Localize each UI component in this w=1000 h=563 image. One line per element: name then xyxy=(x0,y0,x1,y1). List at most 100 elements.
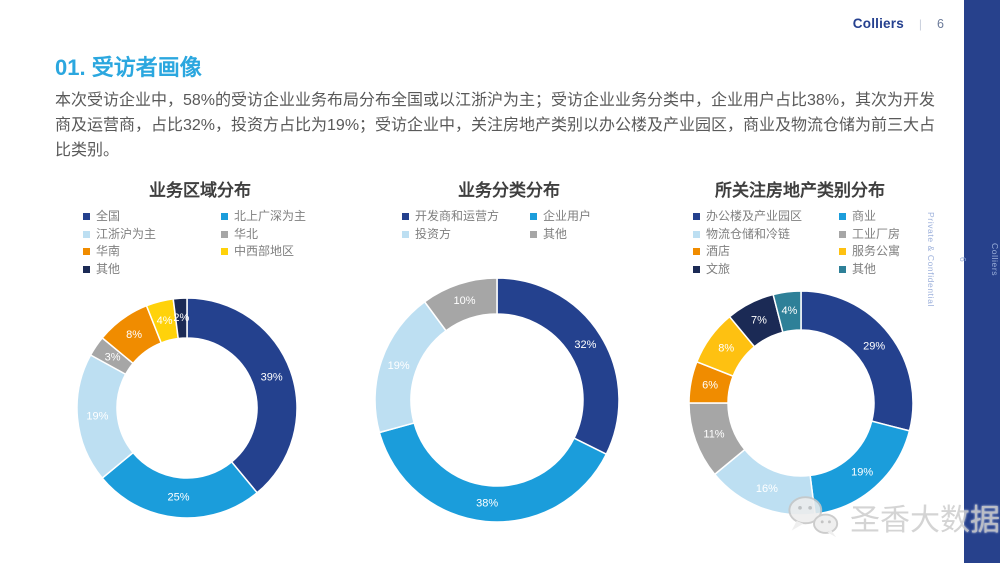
page-title: 01. 受访者画像 xyxy=(55,55,202,80)
donut-slice-label: 6% xyxy=(702,380,718,392)
donut-slice-label: 19% xyxy=(86,411,108,423)
side-rail-text: Colliers 6 Private & Confidential xyxy=(926,212,1000,307)
donut-slice xyxy=(378,421,608,523)
donut-slice-label: 4% xyxy=(157,315,173,327)
legend-label: 文旅 xyxy=(706,261,731,276)
donut-slice-label: 3% xyxy=(105,351,121,363)
donut-slice xyxy=(496,277,620,456)
legend-swatch xyxy=(83,230,90,238)
donut-slice-label: 32% xyxy=(574,339,596,351)
legend-item: 物流仓储和冷链 xyxy=(693,226,829,244)
legend-label: 物流仓储和冷链 xyxy=(706,226,791,241)
legend-item: 商业 xyxy=(839,208,900,226)
header-separator: | xyxy=(918,16,923,31)
donut-slice-label: 8% xyxy=(718,343,734,355)
side-rail: Colliers 6 Private & Confidential xyxy=(926,0,1000,563)
legend-swatch xyxy=(221,230,228,238)
legend-label: 其他 xyxy=(96,261,121,276)
legend-item: 办公楼及产业园区 xyxy=(693,208,829,226)
legend-label: 商业 xyxy=(852,209,877,223)
legend-label: 北上广深为主 xyxy=(234,209,307,223)
legend-item: 服务公寓 xyxy=(839,243,900,261)
legend-label: 工业厂房 xyxy=(852,226,901,241)
legend-swatch xyxy=(221,248,228,256)
legend-label: 其他 xyxy=(543,226,568,241)
donut-slice xyxy=(772,290,802,334)
intro-paragraph: 本次受访企业中，58%的受访企业业务布局分布全国或以江浙沪为主；受访企业业务分类… xyxy=(55,92,936,159)
legend-label: 华北 xyxy=(234,226,259,241)
donut-slice-label: 25% xyxy=(167,492,189,504)
legend-swatch xyxy=(83,213,90,221)
wechat-icon xyxy=(788,496,839,538)
rail-page-number: 6 xyxy=(958,256,968,263)
legend-swatch xyxy=(839,230,846,238)
chart-title-property: 所关注房地产类别分布 xyxy=(715,181,885,200)
legend-swatch xyxy=(839,265,846,273)
legend-swatch xyxy=(693,265,700,273)
watermark-text: 圣香大数据 xyxy=(850,504,1000,537)
legend-item: 文旅 xyxy=(693,261,829,279)
legend-item: 企业用户 xyxy=(530,208,591,226)
legend-label: 办公楼及产业园区 xyxy=(706,209,803,223)
legend-swatch xyxy=(693,213,700,221)
legend-item: 酒店 xyxy=(693,243,829,261)
rail-brand: Colliers xyxy=(990,242,1000,277)
legend-swatch xyxy=(83,248,90,256)
legend-item: 其他 xyxy=(83,261,211,279)
donut-slice-label: 29% xyxy=(863,340,885,352)
legend-label: 江浙沪为主 xyxy=(96,226,157,241)
legend-label: 中西部地区 xyxy=(234,244,295,258)
watermark: 圣香大数据 xyxy=(786,494,1000,540)
legend-swatch xyxy=(402,230,409,238)
legend-swatch xyxy=(839,213,846,221)
page-number: 6 xyxy=(937,16,944,31)
legend-swatch xyxy=(839,248,846,256)
legend-label: 企业用户 xyxy=(543,209,592,223)
rail-confidential: Private & Confidential xyxy=(926,212,936,307)
legend-region: 全国 北上广深为主江浙沪为主 华北华南 中西部地区其他 xyxy=(83,208,306,278)
donut-slice-label: 7% xyxy=(751,315,767,327)
legend-item: 其他 xyxy=(530,226,591,244)
donut-slice-label: 8% xyxy=(126,329,142,341)
legend-category: 开发商和运营方 企业用户投资方 其他 xyxy=(402,208,591,243)
donut-slice-label: 16% xyxy=(756,483,778,495)
legend-item: 北上广深为主 xyxy=(221,208,306,226)
donut-slice xyxy=(374,300,448,434)
legend-swatch xyxy=(83,265,90,273)
donut-chart-property: 29% 19% 16% 11% 6% 8% 7% 4% xyxy=(688,290,914,516)
legend-property: 办公楼及产业园区 商业物流仓储和冷链 工业厂房酒店 服务公寓文旅 其他 xyxy=(693,208,900,278)
legend-item: 其他 xyxy=(839,261,900,279)
colliers-logo: Colliers xyxy=(852,16,904,31)
legend-label: 华南 xyxy=(96,244,121,258)
legend-label: 投资方 xyxy=(415,226,452,241)
legend-item: 江浙沪为主 xyxy=(83,226,211,244)
legend-swatch xyxy=(221,213,228,221)
donut-slice-label: 2% xyxy=(173,312,189,324)
legend-item: 中西部地区 xyxy=(221,243,306,261)
donut-slice-label: 19% xyxy=(851,466,873,478)
donut-slice xyxy=(800,290,914,432)
legend-item: 投资方 xyxy=(402,226,520,244)
legend-item: 开发商和运营方 xyxy=(402,208,520,226)
donut-slice-label: 19% xyxy=(388,360,410,372)
donut-slice-label: 10% xyxy=(453,295,475,307)
chart-title-region: 业务区域分布 xyxy=(149,181,251,200)
legend-label: 全国 xyxy=(96,209,121,223)
legend-label: 其他 xyxy=(852,261,877,276)
donut-slice xyxy=(186,297,298,494)
legend-item: 工业厂房 xyxy=(839,226,900,244)
donut-slice xyxy=(423,277,498,332)
chart-title-category: 业务分类分布 xyxy=(458,181,560,200)
legend-item: 全国 xyxy=(83,208,211,226)
donut-chart-category: 32% 38% 19% 10% xyxy=(374,277,620,523)
header: Colliers | 6 xyxy=(853,16,944,31)
donut-chart-region: 39% 25% 19% 3% 8% 4% 2% xyxy=(76,297,298,519)
legend-swatch xyxy=(402,213,409,221)
donut-slice-label: 4% xyxy=(781,305,797,317)
legend-swatch xyxy=(693,230,700,238)
donut-slice xyxy=(172,297,188,340)
legend-swatch xyxy=(530,213,537,221)
legend-item: 华南 xyxy=(83,243,211,261)
legend-label: 服务公寓 xyxy=(852,244,901,258)
